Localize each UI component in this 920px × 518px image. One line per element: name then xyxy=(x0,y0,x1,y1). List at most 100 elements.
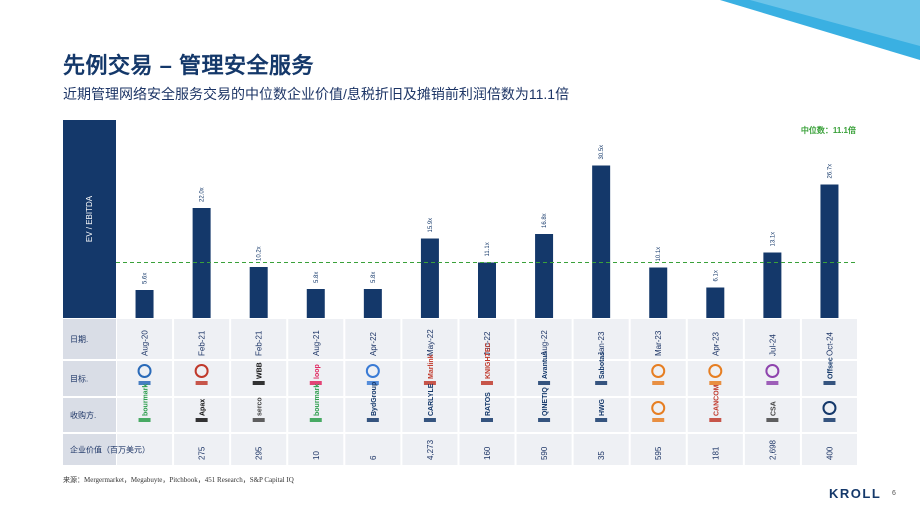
bar-7 xyxy=(478,262,496,318)
date-label: Aug-22 xyxy=(540,330,549,356)
acquirer-logo-text: CSA xyxy=(770,401,777,416)
table-cell xyxy=(687,319,743,359)
bar-value-label: 16.8x xyxy=(542,213,548,228)
table-cell xyxy=(117,398,173,432)
ev-value: 275 xyxy=(198,446,207,460)
target-logo-text: Sabotas xyxy=(599,352,606,379)
row-label-ev: 企业价值（百万美元） xyxy=(70,445,150,455)
bar-5 xyxy=(363,289,382,318)
table-cell xyxy=(402,361,458,396)
table-cell xyxy=(459,434,515,465)
table-cell xyxy=(459,398,515,432)
date-label: Aug-20 xyxy=(141,330,150,356)
acquirer-logo-13 xyxy=(822,401,837,422)
table-cell xyxy=(345,434,401,465)
target-logo-13: Offsec xyxy=(823,357,836,385)
table-cell xyxy=(516,398,572,432)
target-logo-text: Marlink xyxy=(428,354,435,379)
date-label: Apr-22 xyxy=(369,331,378,356)
acquirer-logo-shape xyxy=(822,401,837,415)
row-label-bg-date xyxy=(63,319,116,359)
acquirer-logo-8: QINETIQ xyxy=(538,387,551,422)
target-logo-shape xyxy=(651,364,666,378)
row-label-bg-target xyxy=(63,361,116,396)
target-logo-mark xyxy=(538,381,551,385)
date-label: Feb-21 xyxy=(198,330,207,356)
ev-value: 400 xyxy=(825,446,834,460)
acquirer-logo-mark xyxy=(423,418,436,422)
bar-11 xyxy=(706,287,725,318)
table-cell xyxy=(288,434,344,465)
ev-value: 10 xyxy=(312,451,321,460)
ev-value: 181 xyxy=(711,446,720,460)
acquirer-logo-mark xyxy=(823,418,836,422)
bar-value-label: 10.2x xyxy=(257,246,263,261)
acquirer-logo-mark xyxy=(366,418,379,422)
acquirer-logos: bourmark Apax serco bourmark BydGroup CARLYLE… xyxy=(138,382,837,422)
table-cell xyxy=(231,361,287,396)
target-logo-1 xyxy=(137,364,152,385)
target-logo-shape xyxy=(137,364,152,378)
y-axis-label: EV / EBITDA xyxy=(85,195,94,242)
acquirer-logo-3: serco xyxy=(252,397,265,422)
page-number: 6 xyxy=(892,490,896,497)
table-cell xyxy=(687,361,743,396)
bar-value-label: 13.1x xyxy=(770,232,776,247)
acquirer-logo-9: HWG xyxy=(595,398,608,422)
page-subtitle: 近期管理网络安全服务交易的中位数企业价值/息税折旧及摊销前利润倍数为11.1倍 xyxy=(63,86,570,102)
target-logo-mark xyxy=(709,381,722,385)
table-cell xyxy=(231,398,287,432)
bar-value-label: 30.5x xyxy=(599,145,605,160)
acquirer-logo-mark xyxy=(595,418,608,422)
table-cell xyxy=(630,361,686,396)
table-cell xyxy=(345,361,401,396)
table-cell xyxy=(402,319,458,359)
table-cell xyxy=(117,361,173,396)
ev-value: 295 xyxy=(255,446,264,460)
bar-6 xyxy=(420,238,439,318)
target-logo-8: Avantus xyxy=(538,352,551,385)
acquirer-logo-text: bourmark xyxy=(314,384,321,416)
target-logo-text: Avantus xyxy=(542,352,549,379)
target-logo-10 xyxy=(651,364,666,385)
bar-3 xyxy=(249,267,268,318)
table-cell xyxy=(744,398,800,432)
page-title: 先例交易 – 管理安全服务 xyxy=(63,53,314,78)
table-cell xyxy=(459,319,515,359)
target-logo-mark xyxy=(195,381,208,385)
bar-4 xyxy=(306,289,325,318)
acquirer-logo-12: CSA xyxy=(766,401,779,422)
y-axis-panel: EV / EBITDA xyxy=(63,120,116,318)
acquirer-logo-6: CARLYLE xyxy=(423,383,436,422)
ev-value: 595 xyxy=(654,446,663,460)
row-label-date: 日期. xyxy=(70,335,88,344)
date-label: Jun-22 xyxy=(483,331,492,356)
target-logo-3: WBB xyxy=(252,362,265,385)
bar-13 xyxy=(820,184,839,318)
date-label: Jul-24 xyxy=(768,334,777,356)
acquirer-logo-mark xyxy=(481,418,493,422)
acquirer-logo-text: Apax xyxy=(200,399,207,416)
target-logo-text: Offsec xyxy=(827,357,834,379)
target-logo-shape xyxy=(365,364,380,378)
table-cell xyxy=(117,434,173,465)
bar-value-label: 5.8x xyxy=(314,272,320,283)
acquirer-logo-text: QINETIQ xyxy=(542,387,549,416)
table-cell xyxy=(573,361,629,396)
table-cell xyxy=(801,361,857,396)
acquirer-logo-mark xyxy=(252,418,265,422)
target-logo-shape xyxy=(194,364,209,378)
target-logo-mark xyxy=(138,381,151,385)
target-logo-text: WBB xyxy=(257,362,264,379)
table-cell xyxy=(516,361,572,396)
bar-value-label: 15.9x xyxy=(428,218,434,233)
target-logo-5 xyxy=(365,364,380,385)
target-logo-mark xyxy=(481,381,493,385)
table-cell xyxy=(687,398,743,432)
ev-value: 6 xyxy=(369,455,378,460)
table-cell xyxy=(231,319,287,359)
date-label: Oct-24 xyxy=(825,331,834,356)
date-label: Apr-23 xyxy=(711,331,720,356)
target-logo-6: Marlink xyxy=(423,354,436,385)
acquirer-logo-text: BydGroup xyxy=(371,382,378,416)
